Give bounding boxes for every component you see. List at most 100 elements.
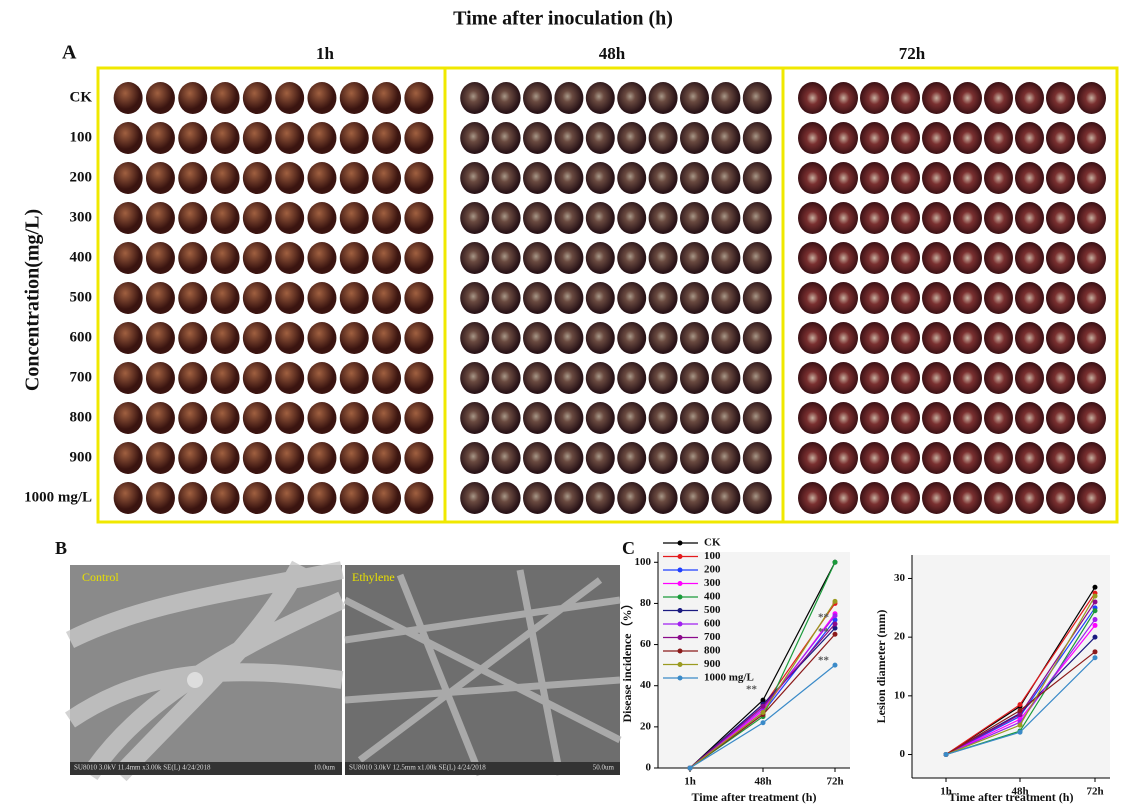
grape xyxy=(680,482,709,514)
grape xyxy=(860,362,889,394)
grape xyxy=(711,162,740,194)
row-label: 700 xyxy=(70,369,93,385)
grape xyxy=(211,202,240,234)
grape xyxy=(211,482,240,514)
grape xyxy=(984,242,1013,274)
y-tick-label: 40 xyxy=(640,679,652,691)
grape xyxy=(404,282,433,314)
row-label: 400 xyxy=(70,249,93,265)
grape xyxy=(340,282,369,314)
grape xyxy=(114,482,143,514)
grape xyxy=(275,162,304,194)
annotation: ** xyxy=(818,611,830,623)
grape xyxy=(523,442,552,474)
x-axis-label: Time after treatment (h) xyxy=(949,790,1074,804)
grape xyxy=(711,322,740,354)
grape xyxy=(554,82,583,114)
grape xyxy=(243,242,272,274)
panel-label: A xyxy=(62,42,77,64)
grape xyxy=(523,322,552,354)
grape xyxy=(178,402,207,434)
point xyxy=(1093,655,1098,660)
grape xyxy=(953,82,982,114)
scale-bar: 50.0um xyxy=(593,764,615,772)
grape xyxy=(891,362,920,394)
grape xyxy=(372,482,401,514)
grape xyxy=(340,482,369,514)
point xyxy=(1093,594,1098,599)
grape xyxy=(1077,362,1106,394)
legend-entry: 400 xyxy=(704,591,721,603)
grape xyxy=(114,122,143,154)
legend-marker xyxy=(678,568,683,573)
grape xyxy=(460,242,489,274)
column-label: 72h xyxy=(899,44,926,63)
grape xyxy=(307,322,336,354)
annotation: ** xyxy=(818,655,830,667)
x-tick-label: 1h xyxy=(684,776,696,788)
grape xyxy=(340,402,369,434)
image-label: Ethylene xyxy=(352,570,395,584)
grape xyxy=(829,322,858,354)
grape xyxy=(680,282,709,314)
grape xyxy=(275,242,304,274)
grape xyxy=(340,362,369,394)
legend-entry: 700 xyxy=(704,631,721,643)
legend-entry: 600 xyxy=(704,618,721,630)
point xyxy=(1093,649,1098,654)
point xyxy=(833,613,838,618)
grape xyxy=(1077,402,1106,434)
grape xyxy=(307,442,336,474)
grape xyxy=(211,82,240,114)
grape xyxy=(711,442,740,474)
grape xyxy=(554,202,583,234)
grape xyxy=(211,122,240,154)
grape xyxy=(492,362,521,394)
grape xyxy=(243,482,272,514)
grape xyxy=(711,242,740,274)
grape xyxy=(404,202,433,234)
grape xyxy=(743,202,772,234)
grape xyxy=(1015,282,1044,314)
grape xyxy=(114,202,143,234)
grape xyxy=(860,282,889,314)
grape xyxy=(523,482,552,514)
grape xyxy=(307,162,336,194)
grape xyxy=(984,362,1013,394)
grape xyxy=(586,202,615,234)
grape xyxy=(680,322,709,354)
grape xyxy=(307,482,336,514)
grape xyxy=(1077,442,1106,474)
grape xyxy=(711,402,740,434)
grape xyxy=(922,82,951,114)
grape xyxy=(275,402,304,434)
grape xyxy=(340,82,369,114)
grape xyxy=(307,282,336,314)
legend-marker xyxy=(678,541,683,546)
grape xyxy=(680,82,709,114)
grape xyxy=(404,82,433,114)
grape xyxy=(404,322,433,354)
grape xyxy=(243,402,272,434)
grape xyxy=(178,482,207,514)
point xyxy=(1018,702,1023,707)
grape xyxy=(372,202,401,234)
grape xyxy=(404,122,433,154)
point xyxy=(1093,617,1098,622)
grape xyxy=(243,442,272,474)
grape xyxy=(211,442,240,474)
legend-marker xyxy=(678,676,683,681)
grape xyxy=(1046,162,1075,194)
point xyxy=(761,710,766,715)
grape xyxy=(1077,282,1106,314)
grape xyxy=(586,122,615,154)
grape xyxy=(460,82,489,114)
grape xyxy=(146,242,175,274)
point xyxy=(833,622,838,627)
grape xyxy=(307,362,336,394)
grape xyxy=(554,442,583,474)
grape xyxy=(891,322,920,354)
grape xyxy=(711,482,740,514)
grape xyxy=(1046,482,1075,514)
grape xyxy=(1046,122,1075,154)
